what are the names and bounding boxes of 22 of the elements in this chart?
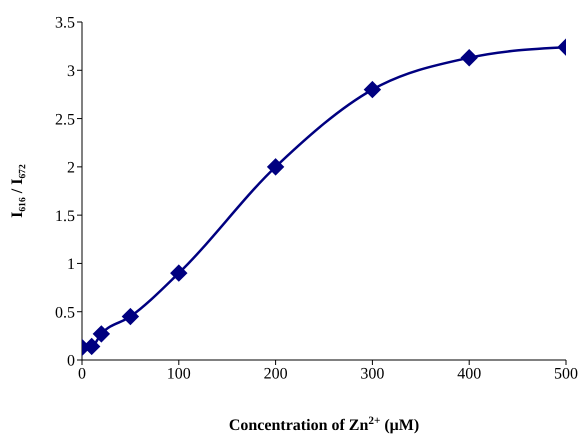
point <box>460 49 478 66</box>
x-tick-label: 500 <box>554 365 578 382</box>
point <box>267 158 284 176</box>
y-tick-label: 2.5 <box>55 111 75 128</box>
x-tick-label: 300 <box>360 365 384 382</box>
point <box>122 308 139 326</box>
x-tick-label: 200 <box>264 365 288 382</box>
point <box>92 325 110 342</box>
y-tick-label: 2 <box>67 160 75 177</box>
y-tick-label: 1.5 <box>55 208 75 225</box>
x-tick-label: 400 <box>457 365 482 382</box>
y-tick-label: 0 <box>67 352 75 370</box>
y-tick-label: 0.5 <box>55 304 75 322</box>
x-axis-title: Concentration of Zn$^{2+}$ (μM) <box>228 415 420 434</box>
point <box>364 81 381 98</box>
y-tick-label: 1 <box>67 256 75 274</box>
y-tick-label: 3.5 <box>55 14 75 32</box>
x-tick-label: 0 <box>78 365 86 382</box>
x-tick-label: 100 <box>166 365 191 382</box>
y-tick-label: 3 <box>67 62 75 80</box>
point <box>170 264 188 282</box>
y-axis-title: I₆₁₆ / I₆₇₂ <box>9 164 26 218</box>
